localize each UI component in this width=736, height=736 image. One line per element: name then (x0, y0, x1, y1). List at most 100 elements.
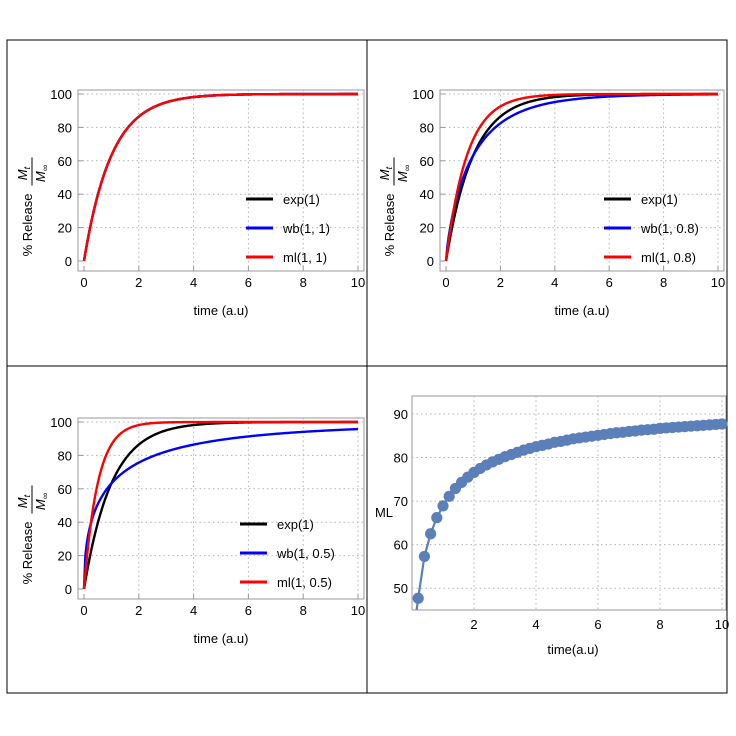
x-tick-label: 2 (497, 275, 504, 290)
y-tick-label: 90 (394, 407, 408, 422)
x-axis-label: time(a.u) (547, 642, 598, 657)
y-tick-label: 20 (58, 221, 72, 236)
y-tick-label: 100 (50, 87, 72, 102)
x-axis-label: time (a.u) (194, 303, 249, 318)
x-tick-label: 10 (351, 603, 365, 618)
x-axis-label: time (a.u) (194, 631, 249, 646)
x-tick-label: 4 (532, 617, 539, 632)
x-tick-label: 8 (656, 617, 663, 632)
y-axis-fraction-denominator: M∞ (395, 165, 412, 182)
x-tick-label: 2 (135, 275, 142, 290)
x-tick-label: 2 (470, 617, 477, 632)
x-tick-label: 0 (80, 275, 87, 290)
series-line-2 (82, 92, 358, 262)
y-axis-fraction-numerator: Mt (15, 494, 32, 508)
y-axis-fraction-denominator: M∞ (33, 493, 50, 510)
data-point (437, 500, 449, 512)
y-axis-fraction-denominator-sub: ∞ (402, 165, 412, 171)
y-tick-label: 0 (65, 254, 72, 269)
y-axis-fraction-numerator: Mt (377, 166, 394, 180)
fit-line (415, 422, 723, 610)
y-tick-label: 60 (420, 154, 434, 169)
y-tick-label: 60 (394, 538, 408, 553)
y-tick-label: 20 (58, 549, 72, 564)
y-tick-label: 80 (58, 120, 72, 135)
y-tick-label: 80 (58, 448, 72, 463)
data-point (431, 512, 443, 524)
y-tick-label: 100 (50, 415, 72, 430)
y-axis-fraction-denominator: M∞ (33, 165, 50, 182)
x-tick-label: 8 (660, 275, 667, 290)
y-tick-label: 50 (394, 581, 408, 596)
legend-label-0: exp(1) (641, 192, 678, 207)
y-axis-fraction-denominator-sub: ∞ (40, 165, 50, 171)
y-axis-fraction-numerator-sub: t (22, 494, 32, 497)
y-axis-label-text: % Release (20, 194, 35, 257)
x-tick-label: 2 (135, 603, 142, 618)
y-axis-label-text: % Release (382, 194, 397, 257)
y-tick-label: 0 (65, 582, 72, 597)
series-line-2 (444, 92, 718, 262)
y-tick-label: 60 (58, 154, 72, 169)
data-point (418, 550, 430, 563)
x-axis-label: time (a.u) (555, 303, 610, 318)
y-tick-label: 80 (394, 451, 408, 466)
y-axis-label: % Release MtM∞ (15, 485, 50, 585)
panel-grid-frame (6, 39, 728, 694)
y-axis-label: ML (375, 505, 393, 520)
x-tick-label: 6 (606, 275, 613, 290)
data-point (443, 490, 455, 502)
y-tick-label: 70 (394, 494, 408, 509)
y-axis-fraction-numerator-sub: t (384, 166, 394, 169)
x-tick-label: 6 (245, 275, 252, 290)
data-point (716, 418, 728, 430)
series-line-0 (82, 420, 358, 590)
x-tick-label: 4 (551, 275, 558, 290)
legend-label-2: ml(1, 1) (283, 250, 327, 265)
y-axis-fraction-denominator-sub: ∞ (40, 493, 50, 499)
x-tick-label: 6 (245, 603, 252, 618)
plot-frame (77, 89, 365, 272)
x-tick-label: 4 (190, 275, 197, 290)
y-tick-label: 40 (420, 187, 434, 202)
legend-label-2: ml(1, 0.5) (277, 575, 332, 590)
y-axis-fraction-numerator: Mt (15, 166, 32, 180)
legend-label-2: ml(1, 0.8) (641, 250, 696, 265)
y-tick-label: 60 (58, 482, 72, 497)
legend-label-1: wb(1, 0.5) (276, 546, 335, 561)
data-point (412, 592, 424, 604)
x-tick-label: 10 (711, 275, 725, 290)
y-axis-label-text: % Release (20, 522, 35, 585)
x-tick-label: 10 (351, 275, 365, 290)
plot-frame (77, 417, 365, 600)
legend-label-0: exp(1) (283, 192, 320, 207)
plot-frame (439, 89, 725, 272)
chart-panel-bottom-right: 2 4 6 8 10 50 60 70 80 90 time(a.u) ML (375, 395, 729, 657)
y-axis-label: % Release MtM∞ (377, 157, 412, 257)
plot-frame (411, 395, 727, 611)
x-tick-label: 6 (594, 617, 601, 632)
x-tick-label: 4 (190, 603, 197, 618)
y-axis-label: % Release MtM∞ (15, 157, 50, 257)
y-tick-label: 0 (427, 254, 434, 269)
y-tick-label: 100 (412, 87, 434, 102)
x-tick-label: 10 (715, 617, 729, 632)
legend-label-1: wb(1, 0.8) (640, 221, 699, 236)
y-tick-label: 20 (420, 221, 434, 236)
x-tick-label: 0 (80, 603, 87, 618)
y-axis-fraction-numerator-sub: t (22, 166, 32, 169)
series-line-1 (82, 427, 359, 590)
x-tick-label: 0 (442, 275, 449, 290)
series-line-2 (82, 420, 358, 590)
x-tick-label: 8 (300, 603, 307, 618)
data-point (425, 528, 437, 540)
legend-label-1: wb(1, 1) (282, 221, 330, 236)
y-tick-label: 80 (420, 120, 434, 135)
y-tick-label: 40 (58, 515, 72, 530)
x-tick-label: 8 (300, 275, 307, 290)
